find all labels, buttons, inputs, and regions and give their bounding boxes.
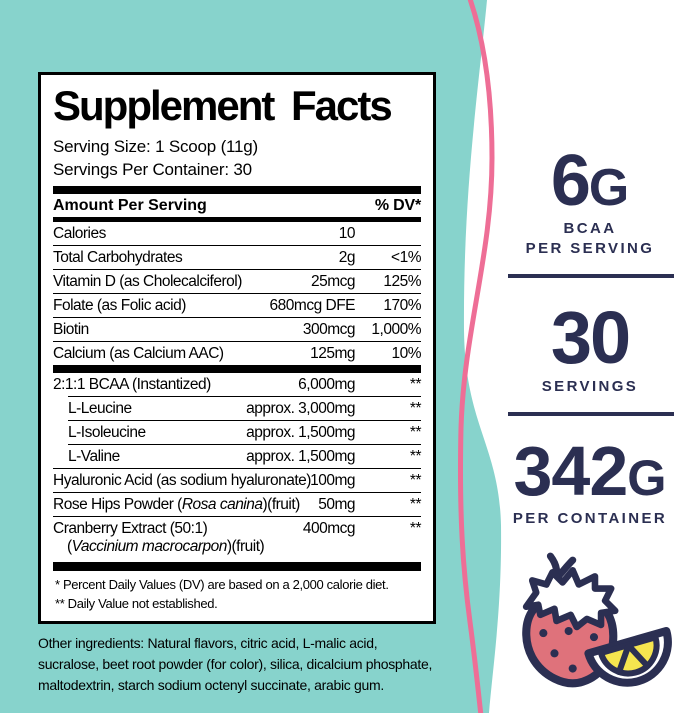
nutrient-dv: ** bbox=[409, 471, 422, 489]
nutrient-amount: 6,000mg bbox=[298, 375, 355, 393]
stat-per-container-label: PER CONTAINER bbox=[502, 509, 678, 529]
facts-row: Hyaluronic Acid (as sodium hyaluronate) 1… bbox=[53, 468, 422, 492]
facts-row: Calcium (as Calcium AAC) 125mg 10% bbox=[53, 341, 422, 365]
nutrient-amount: approx. 3,000mg bbox=[246, 399, 355, 417]
nutrient-name: L-Leucine bbox=[68, 399, 132, 417]
pink-swoosh-line bbox=[458, 0, 495, 713]
text-line: * Percent Daily Values (DV) are based on… bbox=[55, 577, 389, 593]
nutrient-dv: 1,000% bbox=[371, 320, 421, 338]
nutrient-name: Cranberry Extract (50:1) bbox=[53, 519, 208, 537]
thick-divider-top bbox=[53, 186, 421, 195]
nutrient-amount: 100mg bbox=[310, 471, 355, 489]
stat-servings-label: SERVINGS bbox=[502, 377, 678, 397]
nutrient-name: Biotin bbox=[53, 320, 89, 338]
nutrient-amount: 125mg bbox=[310, 344, 355, 362]
footnotes: * Percent Daily Values (DV) are based on… bbox=[53, 571, 421, 614]
nutrient-amount: 680mcg DFE bbox=[269, 296, 356, 314]
nutrient-dv: <1% bbox=[391, 248, 421, 266]
nutrient-amount: approx. 1,500mg bbox=[246, 423, 355, 441]
facts-rows: Calories 10 Total Carbohydrates 2g <1% Vitami… bbox=[53, 222, 422, 559]
nutrient-amount: 400mcg bbox=[302, 519, 356, 537]
serving-size: Serving Size: 1 Scoop (11g) bbox=[53, 137, 259, 157]
nutrient-name: Total Carbohydrates bbox=[53, 248, 183, 266]
nutrient-amount: 50mg bbox=[318, 495, 355, 513]
stats-divider-2 bbox=[508, 412, 674, 416]
nutrient-dv: ** bbox=[409, 495, 422, 513]
thick-divider-bottom bbox=[53, 562, 421, 572]
nutrient-amount: 2g bbox=[338, 248, 356, 266]
nutrient-dv: ** bbox=[409, 375, 422, 393]
stat-bcaa-per-serving: 6G BCAA PER SERVING bbox=[502, 141, 678, 259]
lemon-segment-lines bbox=[616, 643, 650, 675]
medium-divider bbox=[53, 217, 421, 223]
stat-per-container: 342G PER CONTAINER bbox=[502, 432, 678, 529]
supplement-facts-box: Supplement Facts Serving Size: 1 Scoop (… bbox=[38, 72, 436, 625]
nutrient-amount: 10 bbox=[338, 224, 356, 242]
servings-per-container: Servings Per Container: 30 bbox=[53, 160, 252, 180]
amount-per-serving-header: Amount Per Serving bbox=[53, 197, 207, 215]
stat-servings: 30 SERVINGS bbox=[502, 296, 678, 397]
supplement-facts-title: Supplement Facts bbox=[53, 82, 393, 129]
stat-per-container-unit: G bbox=[627, 449, 667, 506]
facts-row: Vitamin D (as Cholecalciferol) 25mcg 125% bbox=[53, 269, 422, 293]
nutrient-dv: ** bbox=[409, 519, 422, 537]
text-line: PER CONTAINER bbox=[512, 509, 668, 527]
facts-row: Folate (as Folic acid) 680mcg DFE 170% bbox=[53, 293, 422, 317]
nutrient-name: Rose Hips Powder (Rosa canina)(fruit) bbox=[53, 495, 300, 513]
stat-bcaa-unit: G bbox=[588, 158, 630, 216]
nutrient-name: Hyaluronic Acid (as sodium hyaluronate) bbox=[53, 471, 311, 489]
lemon-wedge bbox=[584, 626, 672, 687]
nutrient-dv: 125% bbox=[383, 272, 421, 290]
facts-row: 2:1:1 BCAA (Instantized) 6,000mg ** bbox=[53, 373, 422, 396]
facts-header-row: Amount Per Serving % DV* bbox=[53, 194, 421, 217]
facts-row: Total Carbohydrates 2g <1% bbox=[53, 245, 422, 269]
section-divider bbox=[53, 365, 421, 374]
other-ingredients-text: Other ingredients: Natural flavors, citr… bbox=[38, 635, 433, 694]
stat-bcaa-label: BCAA PER SERVING bbox=[502, 219, 678, 259]
facts-row: L-Leucine approx. 3,000mg ** bbox=[68, 396, 422, 420]
nutrient-dv: ** bbox=[409, 423, 422, 441]
text-line: PER SERVING bbox=[525, 240, 655, 258]
nutrient-amount: approx. 1,500mg bbox=[246, 447, 355, 465]
nutrient-name: L-Isoleucine bbox=[68, 423, 146, 441]
text-line: BCAA bbox=[563, 220, 617, 238]
nutrient-name: Calcium (as Calcium AAC) bbox=[53, 344, 224, 362]
nutrient-name: Calories bbox=[53, 224, 106, 242]
strawberry-lemon-icon bbox=[522, 552, 672, 688]
stat-per-container-value: 342G bbox=[513, 432, 667, 510]
facts-row: Biotin 300mcg 1,000% bbox=[53, 317, 422, 341]
stats-divider-1 bbox=[508, 274, 674, 278]
facts-row: L-Valine approx. 1,500mg ** bbox=[68, 444, 422, 468]
stat-bcaa-value: 6G bbox=[550, 141, 630, 221]
nutrient-name: Folate (as Folic acid) bbox=[53, 296, 186, 314]
nutrient-amount: 300mcg bbox=[302, 320, 356, 338]
nutrient-dv: ** bbox=[409, 399, 422, 417]
strawberry-calyx bbox=[522, 567, 619, 631]
facts-row: L-Isoleucine approx. 1,500mg ** bbox=[68, 420, 422, 444]
text-line: ** Daily Value not established. bbox=[55, 596, 218, 612]
stat-servings-value: 30 bbox=[550, 296, 631, 379]
strawberry-seeds bbox=[539, 627, 599, 673]
nutrient-dv: 10% bbox=[391, 344, 421, 362]
facts-row: Cranberry Extract (50:1) 400mcg ** (Vaccini… bbox=[53, 516, 422, 559]
label-left-column: Supplement Facts Serving Size: 1 Scoop (… bbox=[38, 72, 436, 696]
nutrient-name-line2: (Vaccinium macrocarpon)(fruit) bbox=[67, 538, 265, 556]
text-line: SERVINGS bbox=[541, 378, 639, 396]
nutrient-dv: ** bbox=[409, 447, 422, 465]
nutrient-amount: 25mcg bbox=[310, 272, 356, 290]
percent-dv-header: % DV* bbox=[374, 197, 421, 215]
facts-row: Rose Hips Powder (Rosa canina)(fruit) 50m… bbox=[53, 492, 422, 516]
nutrient-name: Vitamin D (as Cholecalciferol) bbox=[53, 272, 242, 290]
nutrient-dv: 170% bbox=[383, 296, 421, 314]
nutrient-name: 2:1:1 BCAA (Instantized) bbox=[53, 375, 211, 393]
facts-row: Calories 10 bbox=[53, 222, 421, 245]
nutrient-name: L-Valine bbox=[68, 447, 120, 465]
